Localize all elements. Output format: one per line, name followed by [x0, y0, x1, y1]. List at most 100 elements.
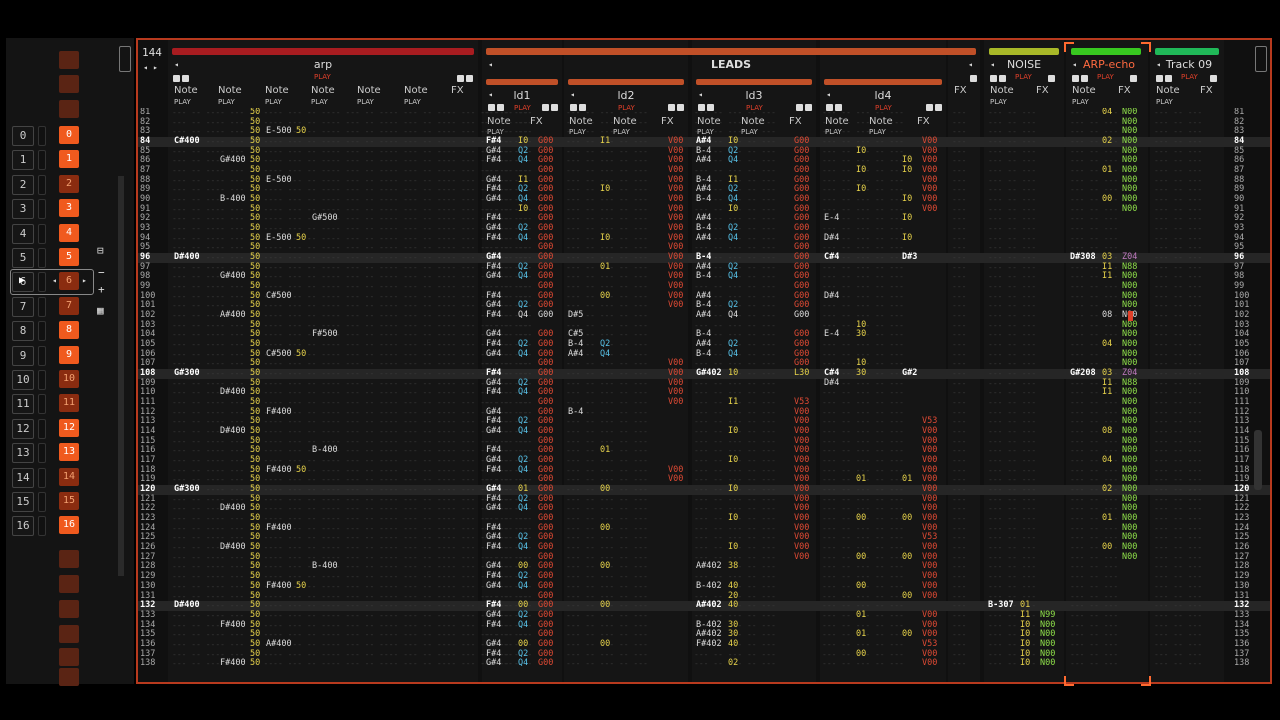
note-cell[interactable]: V00: [922, 609, 938, 620]
note-cell[interactable]: I1: [728, 174, 739, 185]
track-remove-column-button[interactable]: [1072, 75, 1079, 82]
note-cell[interactable]: 00: [600, 638, 611, 649]
note-cell[interactable]: N00: [1122, 464, 1138, 475]
note-cell[interactable]: Q2: [728, 300, 739, 311]
note-cell[interactable]: V00: [794, 464, 810, 475]
note-cell[interactable]: C#400: [174, 136, 200, 146]
note-cell[interactable]: V00: [922, 203, 938, 214]
note-cell[interactable]: G#4: [486, 300, 502, 311]
column-header[interactable]: FX: [451, 85, 464, 96]
note-cell[interactable]: N00: [1122, 319, 1138, 330]
subtrack-add-button[interactable]: [579, 104, 586, 111]
note-cell[interactable]: Q4: [518, 426, 529, 437]
note-cell[interactable]: 20: [728, 590, 739, 601]
note-cell[interactable]: G00: [538, 213, 554, 224]
note-cell[interactable]: G00: [538, 155, 554, 166]
note-cell[interactable]: V00: [794, 522, 810, 533]
pattern-mute-toggle[interactable]: [38, 296, 46, 317]
note-cell[interactable]: G00: [794, 348, 810, 359]
note-cell[interactable]: G00: [538, 174, 554, 185]
column-header[interactable]: FX: [789, 116, 802, 127]
note-cell[interactable]: I0: [1020, 648, 1031, 659]
note-cell[interactable]: G00: [538, 522, 554, 533]
note-cell[interactable]: 38: [728, 561, 739, 572]
note-cell[interactable]: G00: [794, 203, 810, 214]
note-cell[interactable]: G#4: [486, 223, 502, 234]
pattern-slot[interactable]: 8: [59, 321, 79, 340]
track-add-fx-button[interactable]: [1130, 75, 1137, 82]
note-cell[interactable]: I0: [902, 165, 913, 176]
pattern-number[interactable]: 11: [12, 394, 34, 415]
track-name-arp[interactable]: arp: [313, 58, 333, 71]
note-cell[interactable]: I0: [518, 136, 529, 146]
track-name-noise[interactable]: NOISE: [1006, 58, 1042, 71]
note-cell[interactable]: G#4: [486, 174, 502, 185]
note-cell[interactable]: F#4: [486, 464, 502, 475]
note-cell[interactable]: G00: [538, 300, 554, 311]
note-cell[interactable]: V00: [794, 435, 810, 446]
note-cell[interactable]: G00: [794, 232, 810, 243]
note-cell[interactable]: I0: [902, 232, 913, 243]
note-cell[interactable]: I0: [902, 155, 913, 166]
pattern-slot[interactable]: 13: [59, 443, 79, 462]
note-cell[interactable]: I0: [856, 145, 867, 156]
note-cell[interactable]: V00: [668, 136, 684, 146]
note-cell[interactable]: N00: [1122, 126, 1138, 137]
note-cell[interactable]: 00: [902, 629, 913, 640]
note-cell[interactable]: G00: [538, 561, 554, 572]
note-cell[interactable]: N00: [1122, 387, 1138, 398]
note-cell[interactable]: 50: [296, 232, 307, 243]
note-cell[interactable]: F#4: [486, 387, 502, 398]
note-cell[interactable]: G#402: [696, 368, 722, 379]
note-cell[interactable]: 01: [856, 474, 867, 485]
subtrack-collapse-icon[interactable]: ◂: [698, 90, 703, 99]
note-cell[interactable]: G00: [538, 551, 554, 562]
note-cell[interactable]: G00: [538, 580, 554, 591]
note-cell[interactable]: V00: [922, 522, 938, 533]
note-cell[interactable]: N00: [1122, 406, 1138, 417]
pattern-number[interactable]: 9: [12, 345, 34, 366]
pattern-number[interactable]: 6: [12, 272, 34, 293]
note-cell[interactable]: G#4: [486, 455, 502, 466]
remove-fx-button[interactable]: [457, 75, 464, 82]
note-cell[interactable]: G00: [538, 609, 554, 620]
note-cell[interactable]: I0: [728, 513, 739, 524]
pattern-slot-empty[interactable]: [59, 100, 79, 118]
note-cell[interactable]: B-402: [696, 580, 722, 591]
note-cell[interactable]: F#500: [312, 329, 338, 340]
note-cell[interactable]: Q2: [518, 571, 529, 582]
note-cell[interactable]: N00: [1122, 358, 1138, 369]
note-cell[interactable]: Q4: [728, 271, 739, 282]
vertical-scrollbar[interactable]: [1254, 430, 1262, 490]
track-add-fx-button[interactable]: [1210, 75, 1217, 82]
note-cell[interactable]: D#400: [220, 503, 246, 514]
subtrack-collapse-icon[interactable]: ◂: [488, 90, 493, 99]
note-cell[interactable]: G00: [794, 358, 810, 369]
note-cell[interactable]: Q2: [518, 184, 529, 195]
pattern-slot[interactable]: 0: [59, 126, 79, 144]
pattern-mute-toggle[interactable]: [38, 199, 46, 220]
note-cell[interactable]: G00: [538, 194, 554, 205]
note-cell[interactable]: D#400: [174, 600, 200, 611]
clone-pattern-icon[interactable]: ⊟: [97, 244, 104, 257]
note-cell[interactable]: Q2: [728, 184, 739, 195]
note-cell[interactable]: 30: [728, 619, 739, 630]
pattern-slot-current[interactable]: 6: [59, 272, 79, 291]
pattern-slot-empty[interactable]: [59, 51, 79, 69]
note-cell[interactable]: Q4: [728, 194, 739, 205]
note-cell[interactable]: I0: [728, 542, 739, 553]
note-cell[interactable]: N00: [1122, 542, 1138, 553]
note-cell[interactable]: L30: [794, 368, 810, 379]
pattern-grid[interactable]: 81 81 --- -- ---- --- -- ---- --- -- ---- …: [138, 108, 1270, 674]
note-cell[interactable]: V00: [922, 658, 938, 669]
remove-column-button[interactable]: [173, 75, 180, 82]
note-cell[interactable]: 00: [600, 290, 611, 301]
subtrack-color[interactable]: [696, 79, 812, 85]
note-cell[interactable]: I1: [518, 174, 529, 185]
pattern-mute-toggle[interactable]: [38, 248, 46, 268]
note-cell[interactable]: Q4: [518, 464, 529, 475]
subtrack-collapse-icon[interactable]: ◂: [570, 90, 575, 99]
pattern-mute-toggle[interactable]: [38, 272, 46, 293]
note-cell[interactable]: N00: [1122, 339, 1138, 350]
note-cell[interactable]: Q4: [518, 194, 529, 205]
